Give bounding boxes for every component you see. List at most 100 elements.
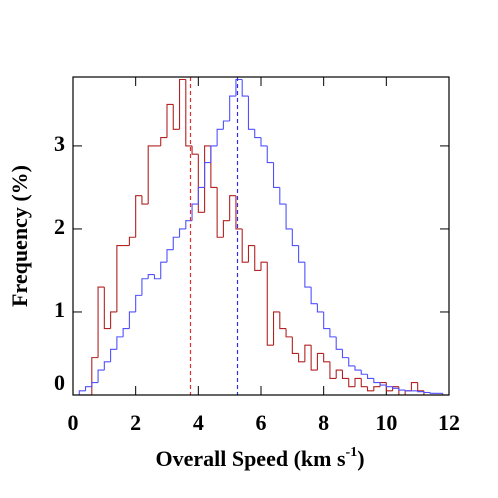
- histogram-step: [279, 187, 287, 205]
- histogram-step: [373, 386, 381, 391]
- histogram-step: [91, 357, 99, 395]
- x-tick-label: 2: [130, 410, 141, 435]
- histogram-step: [135, 195, 142, 238]
- histogram-step: [91, 381, 99, 387]
- histogram-step: [323, 353, 330, 363]
- histogram-step: [135, 294, 142, 312]
- histogram-step: [178, 78, 186, 130]
- histogram-step: [360, 370, 368, 375]
- histogram-step: [110, 311, 117, 329]
- histogram-step: [116, 336, 124, 350]
- histogram-step: [147, 274, 155, 279]
- histogram-step: [204, 161, 211, 188]
- histogram-step: [423, 391, 431, 394]
- histogram-step: [291, 336, 299, 355]
- histogram-step: [97, 369, 105, 383]
- histogram-step: [260, 137, 268, 147]
- histogram-step: [147, 145, 155, 205]
- x-label-text: Overall Speed (km s: [155, 446, 345, 471]
- histogram-step: [103, 287, 111, 330]
- y-tick-label: 0: [54, 370, 65, 395]
- histogram-step: [404, 390, 412, 392]
- histogram-step: [335, 369, 343, 379]
- histogram-step: [128, 311, 136, 329]
- histogram-step: [247, 244, 255, 263]
- histogram-step: [254, 245, 261, 272]
- histogram-step: [141, 195, 149, 205]
- histogram-step: [160, 137, 167, 146]
- histogram-step: [241, 228, 249, 263]
- histogram-step: [122, 328, 130, 337]
- histogram-step: [128, 236, 136, 246]
- histogram-step: [298, 245, 305, 263]
- x-label-suffix: ): [357, 446, 364, 471]
- x-tick-label: 4: [193, 410, 204, 435]
- x-tick-label: 10: [375, 410, 397, 435]
- histogram-step: [385, 385, 393, 388]
- histogram-step: [360, 378, 368, 388]
- histogram-step: [260, 261, 268, 271]
- x-tick-label: 8: [318, 410, 329, 435]
- histogram-step: [329, 328, 337, 338]
- histogram-step: [216, 187, 224, 238]
- histogram-step: [191, 203, 199, 221]
- histogram-step: [379, 382, 387, 386]
- histogram-step: [197, 154, 205, 213]
- histogram-step: [222, 220, 230, 238]
- histogram-step: [110, 348, 117, 362]
- y-axis-label: Frequency (%): [7, 165, 32, 307]
- histogram-step: [373, 378, 381, 384]
- histogram-step: [222, 120, 230, 130]
- y-tick-label: 1: [54, 297, 65, 322]
- histogram-step: [84, 386, 92, 391]
- histogram-step: [166, 103, 174, 138]
- histogram-step: [366, 374, 374, 379]
- histogram-step: [285, 328, 293, 338]
- histogram-step: [348, 378, 355, 388]
- histogram-step: [241, 79, 249, 97]
- histogram-step: [417, 382, 424, 392]
- histogram-step: [354, 377, 362, 387]
- histogram-step: [298, 353, 305, 363]
- histogram-step: [191, 145, 199, 155]
- histogram-step: [166, 249, 174, 263]
- histogram-step: [410, 381, 418, 391]
- x-axis-label: Overall Speed (km s-1): [155, 445, 364, 471]
- histogram-step: [247, 96, 255, 130]
- histogram-step: [153, 274, 161, 280]
- histogram-step: [216, 128, 224, 146]
- y-tick-label: 3: [54, 131, 65, 156]
- histogram-step: [398, 386, 406, 396]
- histogram-step: [229, 195, 236, 221]
- x-tick-label: 0: [68, 410, 79, 435]
- histogram-step: [235, 195, 243, 230]
- histogram-step: [316, 303, 324, 313]
- histogram-step: [316, 352, 324, 371]
- histogram-step: [266, 145, 274, 164]
- histogram-step: [329, 361, 337, 379]
- histogram-step: [229, 95, 236, 122]
- histogram-step: [354, 365, 362, 371]
- histogram-step: [310, 287, 318, 305]
- histogram-step: [78, 390, 86, 395]
- x-tick-label: 6: [256, 410, 267, 435]
- histogram-step: [204, 145, 211, 213]
- histogram-step: [235, 78, 243, 97]
- histogram-step: [197, 186, 205, 205]
- histogram-step: [417, 390, 424, 393]
- histogram-step: [210, 145, 218, 188]
- plot-frame: [72, 76, 450, 396]
- histogram-step: [266, 262, 274, 346]
- histogram-step: [172, 236, 180, 250]
- histogram-step: [348, 357, 355, 367]
- histogram-step: [141, 278, 149, 296]
- histogram-step: [285, 204, 293, 230]
- histogram-step: [116, 244, 124, 312]
- histogram-step: [185, 79, 193, 147]
- histogram-step: [103, 361, 111, 371]
- histogram-step: [392, 386, 399, 389]
- histogram-step: [291, 228, 299, 247]
- histogram-step: [97, 286, 105, 358]
- histogram-step: [304, 262, 312, 288]
